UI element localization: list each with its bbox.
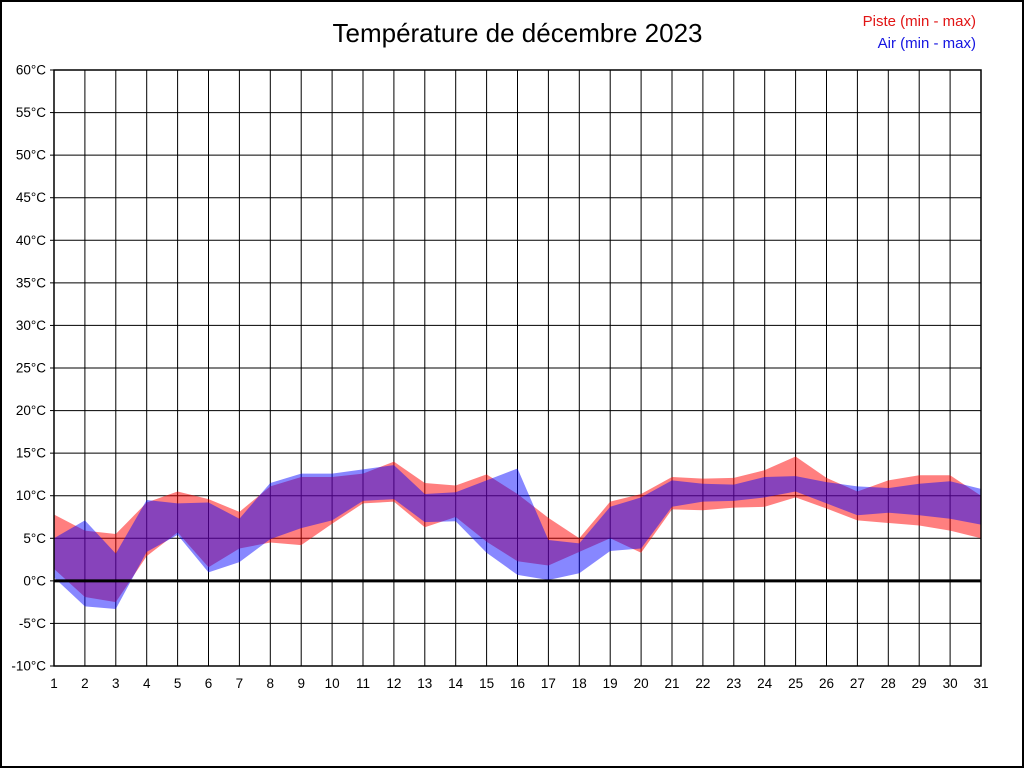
x-tick-label: 9 [297, 676, 305, 691]
y-tick-label: 55°C [16, 105, 46, 120]
y-tick-label: 60°C [16, 63, 46, 78]
y-tick-label: 50°C [16, 148, 46, 163]
x-tick-label: 8 [267, 676, 275, 691]
x-tick-label: 10 [325, 676, 340, 691]
x-tick-label: 24 [757, 676, 773, 691]
x-tick-label: 28 [881, 676, 896, 691]
x-tick-label: 30 [943, 676, 958, 691]
x-tick-label: 2 [81, 676, 89, 691]
y-tick-label: 10°C [16, 488, 46, 503]
piste-minmax-band [54, 456, 981, 603]
x-tick-label: 14 [448, 676, 464, 691]
x-tick-label: 31 [973, 676, 988, 691]
x-tick-label: 17 [541, 676, 556, 691]
x-tick-label: 18 [572, 676, 587, 691]
legend-item-air: Air (min - max) [877, 35, 976, 52]
x-tick-label: 1 [50, 676, 58, 691]
x-tick-label: 5 [174, 676, 182, 691]
x-tick-label: 20 [634, 676, 649, 691]
y-tick-label: 35°C [16, 275, 46, 290]
x-tick-label: 21 [664, 676, 679, 691]
y-tick-label: 5°C [23, 531, 46, 546]
chart-title: Température de décembre 2023 [332, 18, 703, 48]
y-tick-label: 40°C [16, 233, 46, 248]
x-tick-label: 22 [695, 676, 710, 691]
x-tick-label: 23 [726, 676, 741, 691]
y-tick-label: -10°C [11, 659, 46, 674]
y-tick-label: 30°C [16, 318, 46, 333]
x-tick-label: 15 [479, 676, 494, 691]
y-tick-label: 45°C [16, 190, 46, 205]
x-tick-label: 19 [603, 676, 618, 691]
x-tick-label: 6 [205, 676, 213, 691]
x-tick-label: 27 [850, 676, 865, 691]
air-minmax-band [54, 465, 981, 609]
x-tick-label: 12 [386, 676, 401, 691]
x-tick-label: 26 [819, 676, 834, 691]
x-tick-label: 4 [143, 676, 151, 691]
y-tick-label: 20°C [16, 403, 46, 418]
x-tick-label: 29 [912, 676, 927, 691]
x-tick-label: 11 [356, 676, 370, 691]
x-tick-label: 7 [236, 676, 244, 691]
x-tick-label: 3 [112, 676, 120, 691]
legend: Piste (min - max) Air (min - max) [863, 11, 976, 55]
x-tick-label: 25 [788, 676, 803, 691]
plot-border [53, 69, 982, 667]
x-tick-label: 16 [510, 676, 525, 691]
y-tick-label: 15°C [16, 446, 46, 461]
y-tick-label: -5°C [19, 616, 46, 631]
x-tick-label: 13 [417, 676, 432, 691]
y-tick-label: 25°C [16, 361, 46, 376]
y-tick-label: 0°C [23, 573, 46, 588]
legend-item-piste: Piste (min - max) [862, 13, 976, 30]
